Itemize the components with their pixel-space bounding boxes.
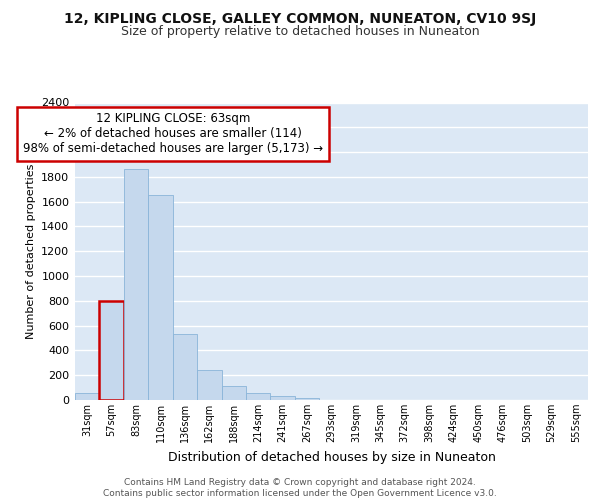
Bar [295, 398, 319, 400]
Bar [173, 334, 197, 400]
Bar [124, 170, 148, 400]
Bar [100, 301, 124, 400]
Bar [197, 370, 221, 400]
X-axis label: Distribution of detached houses by size in Nuneaton: Distribution of detached houses by size … [167, 450, 496, 464]
Text: Size of property relative to detached houses in Nuneaton: Size of property relative to detached ho… [121, 25, 479, 38]
Text: 12, KIPLING CLOSE, GALLEY COMMON, NUNEATON, CV10 9SJ: 12, KIPLING CLOSE, GALLEY COMMON, NUNEAT… [64, 12, 536, 26]
Bar [75, 392, 100, 400]
Y-axis label: Number of detached properties: Number of detached properties [26, 164, 35, 339]
Bar [221, 386, 246, 400]
Bar [271, 396, 295, 400]
Bar [246, 392, 271, 400]
Bar [148, 196, 173, 400]
Text: 12 KIPLING CLOSE: 63sqm
← 2% of detached houses are smaller (114)
98% of semi-de: 12 KIPLING CLOSE: 63sqm ← 2% of detached… [23, 112, 323, 156]
Text: Contains HM Land Registry data © Crown copyright and database right 2024.
Contai: Contains HM Land Registry data © Crown c… [103, 478, 497, 498]
